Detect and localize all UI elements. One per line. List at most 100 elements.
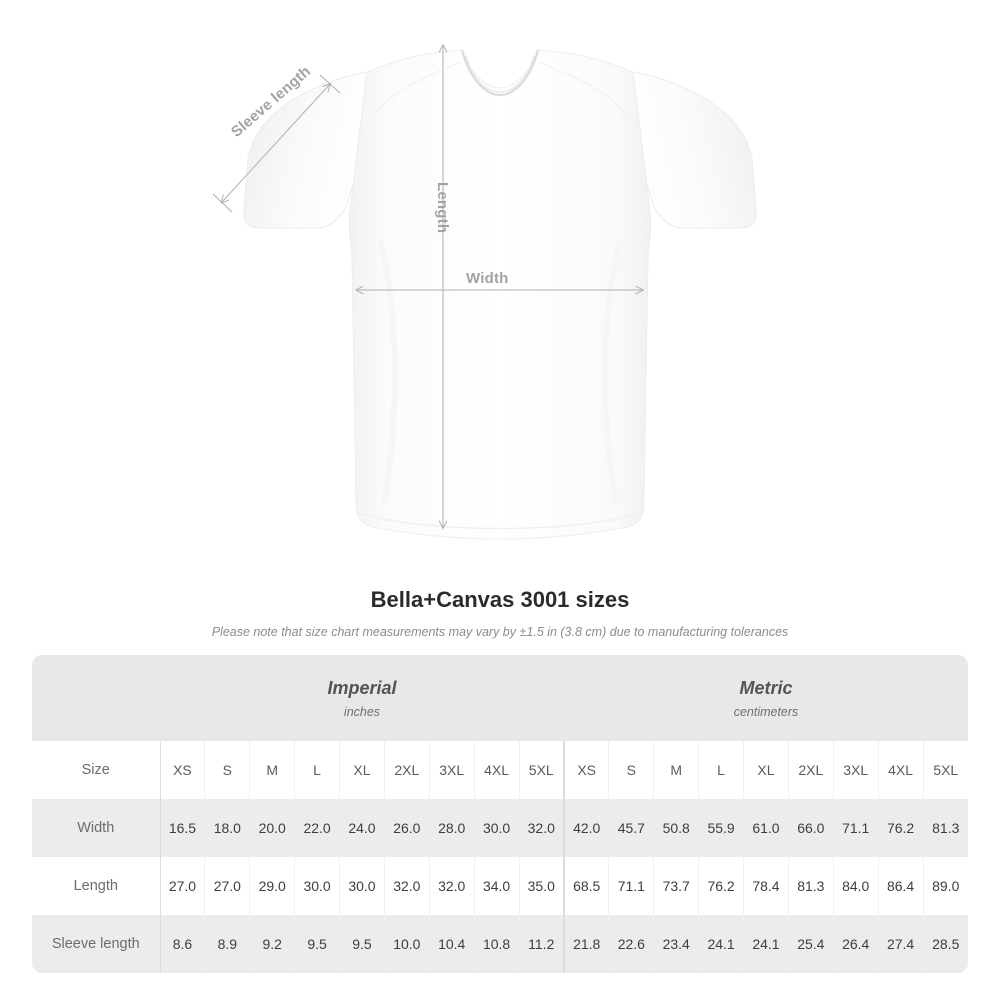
- size-header-cell: 2XL: [384, 741, 430, 799]
- page-title: Bella+Canvas 3001 sizes: [370, 587, 630, 612]
- measurement-cell: 42.0: [564, 799, 610, 857]
- measurement-cell: 84.0: [833, 857, 879, 915]
- size-header-cell: 4XL: [878, 741, 924, 799]
- measurement-cell: 10.4: [429, 915, 475, 973]
- measurement-cell: 86.4: [878, 857, 924, 915]
- measurement-cell: 28.5: [923, 915, 968, 973]
- unit-group-metric: Metric centimeters: [564, 655, 968, 741]
- measurement-cell: 35.0: [519, 857, 565, 915]
- size-header-cell: XL: [339, 741, 385, 799]
- measurement-cell: 76.2: [878, 799, 924, 857]
- measurement-cell: 21.8: [564, 915, 610, 973]
- right-sleeve-seam: [645, 205, 649, 255]
- sleeve-length-tick-bottom: [212, 193, 233, 213]
- size-header-row: Size XS S M L XL 2XL 3XL 4XL 5XL XS S M L XL 2XL 3XL 4XL 5…: [32, 741, 968, 799]
- measurement-cell: 8.6: [160, 915, 206, 973]
- measurement-cell: 81.3: [923, 799, 968, 857]
- size-header-cell: L: [698, 741, 744, 799]
- measurement-cell: 30.0: [339, 857, 385, 915]
- size-header-cell: 2XL: [788, 741, 834, 799]
- measurement-cell: 27.0: [160, 857, 206, 915]
- measurement-cell: 16.5: [160, 799, 206, 857]
- measurement-cell: 76.2: [698, 857, 744, 915]
- measurement-cell: 23.4: [653, 915, 700, 973]
- row-label-length: Length: [32, 857, 161, 915]
- measurement-cell: 55.9: [698, 799, 744, 857]
- collar-outer: [460, 49, 540, 97]
- measurement-cell: 73.7: [653, 857, 700, 915]
- size-header-cell: M: [653, 741, 700, 799]
- measurement-cell: 32.0: [429, 857, 475, 915]
- size-header-cell: 3XL: [833, 741, 879, 799]
- measurement-cell: 32.0: [519, 799, 565, 857]
- measurement-cell: 24.0: [339, 799, 385, 857]
- unit-name: Imperial: [327, 677, 397, 698]
- right-shoulder-seam: [537, 61, 629, 119]
- size-table: Imperial inches Metric centimeters Size XS S M L…: [32, 655, 968, 973]
- measurement-cell: 29.0: [249, 857, 296, 915]
- row-label-width: Width: [32, 799, 161, 857]
- measurement-cell: 26.0: [384, 799, 430, 857]
- unit-subtitle: inches: [343, 704, 381, 719]
- fabric-shade-right: [602, 239, 623, 506]
- measurement-cell: 61.0: [743, 799, 789, 857]
- collar-inner: [465, 55, 535, 93]
- size-header-cell: S: [204, 741, 251, 799]
- unit-name: Metric: [739, 677, 793, 698]
- left-shoulder-seam: [371, 61, 463, 119]
- table-row: Width 16.5 18.0 20.0 22.0 24.0 26.0 28.0 30.0 32.…: [32, 799, 968, 857]
- size-header-cell: XS: [160, 741, 206, 799]
- measurement-cell: 30.0: [294, 857, 340, 915]
- measurement-cell: 89.0: [923, 857, 968, 915]
- table-row: Length 27.0 27.0 29.0 30.0 30.0 32.0 32.0 34.0 35…: [32, 857, 968, 915]
- size-header-cell: 5XL: [923, 741, 968, 799]
- size-header-cell: 4XL: [474, 741, 520, 799]
- measurement-cell: 27.4: [878, 915, 924, 973]
- measurement-cell: 9.5: [294, 915, 340, 973]
- measurement-cell: 11.2: [519, 915, 565, 973]
- measurement-cell: 34.0: [474, 857, 520, 915]
- measurement-cell: 68.5: [564, 857, 610, 915]
- measurement-cell: 27.0: [204, 857, 251, 915]
- unit-subtitle: centimeters: [733, 704, 799, 719]
- unit-banner-spacer: [32, 655, 160, 741]
- size-header-cell: XL: [743, 741, 789, 799]
- table-row: Sleeve length 8.6 8.9 9.2 9.5 9.5 10.0 10.4 10.8…: [32, 915, 968, 973]
- size-header-cell: 3XL: [429, 741, 475, 799]
- measurement-cell: 66.0: [788, 799, 834, 857]
- tshirt-diagram: Sleeve length Length Width: [212, 0, 757, 540]
- length-label: Length: [434, 182, 451, 234]
- measurement-cell: 8.9: [204, 915, 251, 973]
- chart-header: Bella+Canvas 3001 sizes Please note that…: [0, 585, 1000, 640]
- measurement-cell: 30.0: [474, 799, 520, 857]
- sleeve-length-arrow: [222, 84, 330, 202]
- measurement-cell: 24.1: [743, 915, 789, 973]
- unit-banner-row: Imperial inches Metric centimeters: [32, 655, 968, 741]
- measurement-cell: 22.0: [294, 799, 340, 857]
- measurement-cell: 10.0: [384, 915, 430, 973]
- measurement-cell: 18.0: [204, 799, 251, 857]
- size-header-cell: XS: [564, 741, 610, 799]
- tolerance-note: Please note that size chart measurements…: [211, 625, 789, 639]
- fabric-shade-left: [377, 239, 398, 506]
- row-label-sleeve-length: Sleeve length: [32, 915, 161, 973]
- size-header-cell: L: [294, 741, 340, 799]
- measurement-cell: 10.8: [474, 915, 520, 973]
- width-label: Width: [466, 270, 509, 287]
- measurement-cell: 45.7: [608, 799, 655, 857]
- measurement-cell: 32.0: [384, 857, 430, 915]
- measurement-cell: 50.8: [653, 799, 700, 857]
- size-header-cell: M: [249, 741, 296, 799]
- size-header-cell: 5XL: [519, 741, 565, 799]
- size-chart-table: Imperial inches Metric centimeters Size XS S M L…: [32, 655, 968, 973]
- measurement-cell: 20.0: [249, 799, 296, 857]
- size-header-cell: S: [608, 741, 655, 799]
- measurement-cell: 24.1: [698, 915, 744, 973]
- right-sleeve: [627, 71, 757, 229]
- measurement-cell: 71.1: [833, 799, 879, 857]
- measurement-cell: 28.0: [429, 799, 475, 857]
- tshirt-illustration: [212, 0, 757, 540]
- measurement-cell: 71.1: [608, 857, 655, 915]
- shirt-body: [348, 49, 652, 540]
- left-sleeve-seam: [351, 205, 355, 255]
